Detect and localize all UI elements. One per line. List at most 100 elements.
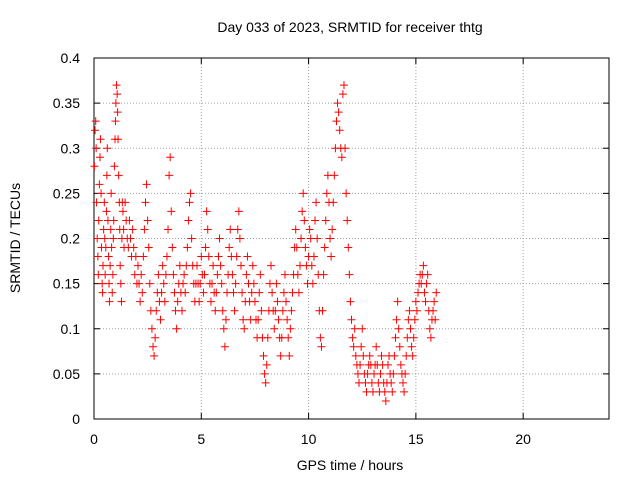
data-point <box>247 288 256 297</box>
data-point <box>107 189 116 198</box>
data-point <box>92 144 101 153</box>
data-point <box>234 207 243 216</box>
data-point <box>381 396 390 405</box>
data-point <box>91 126 100 135</box>
data-point <box>259 351 268 360</box>
data-point <box>151 333 160 342</box>
data-point <box>426 333 435 342</box>
data-point <box>267 261 276 270</box>
data-point <box>96 153 105 162</box>
data-point <box>98 288 107 297</box>
data-point <box>107 243 116 252</box>
data-point <box>395 342 404 351</box>
data-point <box>321 216 330 225</box>
data-point <box>213 270 222 279</box>
data-point <box>92 198 101 207</box>
data-point <box>96 135 105 144</box>
data-point <box>187 234 196 243</box>
data-point <box>326 234 335 243</box>
data-point <box>185 198 194 207</box>
data-point <box>239 315 248 324</box>
data-point <box>215 234 224 243</box>
data-point <box>274 315 283 324</box>
data-point <box>225 243 234 252</box>
x-tick-label: 20 <box>515 431 531 447</box>
data-points <box>90 81 441 405</box>
data-point <box>199 288 208 297</box>
data-point <box>408 351 417 360</box>
data-point <box>112 81 121 90</box>
data-point <box>327 252 336 261</box>
data-point <box>311 216 320 225</box>
x-axis-label: GPS time / hours <box>297 457 404 473</box>
data-point <box>193 261 201 270</box>
y-tick-label: 0.4 <box>61 50 81 66</box>
data-point <box>243 252 252 261</box>
data-point <box>116 261 125 270</box>
data-point <box>387 378 396 387</box>
data-point <box>276 351 285 360</box>
data-point <box>406 324 415 333</box>
data-point <box>332 117 341 126</box>
data-point <box>160 297 169 306</box>
data-point <box>283 315 292 324</box>
data-point <box>342 189 351 198</box>
data-point <box>312 198 321 207</box>
data-point <box>196 279 205 288</box>
data-point <box>200 270 209 279</box>
data-point <box>328 225 337 234</box>
data-point <box>108 288 117 297</box>
data-point <box>95 180 104 189</box>
data-point <box>152 306 161 315</box>
data-point <box>158 261 167 270</box>
data-point <box>339 81 348 90</box>
data-point <box>346 297 355 306</box>
data-point <box>292 243 301 252</box>
data-point <box>137 270 146 279</box>
x-tick-label: 10 <box>301 431 317 447</box>
data-point <box>169 270 178 279</box>
data-point <box>93 234 102 243</box>
data-point <box>106 261 115 270</box>
data-point <box>208 279 217 288</box>
data-point <box>226 225 235 234</box>
data-point <box>144 243 153 252</box>
data-point <box>250 297 259 306</box>
data-point <box>345 270 354 279</box>
data-point <box>309 252 318 261</box>
data-point <box>298 207 307 216</box>
data-point <box>285 351 294 360</box>
data-point <box>261 378 270 387</box>
data-point <box>432 288 441 297</box>
data-point <box>270 324 279 333</box>
data-point <box>257 306 266 315</box>
data-point <box>138 288 147 297</box>
data-point <box>93 252 102 261</box>
data-point <box>156 315 165 324</box>
data-point <box>102 171 111 180</box>
data-point <box>322 189 331 198</box>
y-axis-label: SRMTID / TECUs <box>7 183 23 293</box>
data-point <box>129 243 138 252</box>
data-point <box>347 315 356 324</box>
data-point <box>101 270 110 279</box>
data-point <box>344 243 353 252</box>
data-point <box>218 306 227 315</box>
x-tick-label: 15 <box>408 431 424 447</box>
data-point <box>422 279 431 288</box>
data-point <box>411 297 420 306</box>
y-tick-label: 0 <box>72 411 80 427</box>
y-tick-label: 0.25 <box>53 185 80 201</box>
data-point <box>105 297 114 306</box>
x-tick-label: 0 <box>90 431 98 447</box>
data-point <box>211 306 220 315</box>
data-point <box>168 243 177 252</box>
data-point <box>300 216 309 225</box>
data-point <box>308 279 317 288</box>
data-point <box>423 270 432 279</box>
axis-ticks: 0 5 10 15 20 0 0.05 0.1 0.15 0.2 0.25 0.3 0.35 0.4 <box>53 50 609 447</box>
data-point <box>412 306 421 315</box>
data-point <box>118 207 127 216</box>
data-point <box>293 270 302 279</box>
data-point <box>249 279 258 288</box>
